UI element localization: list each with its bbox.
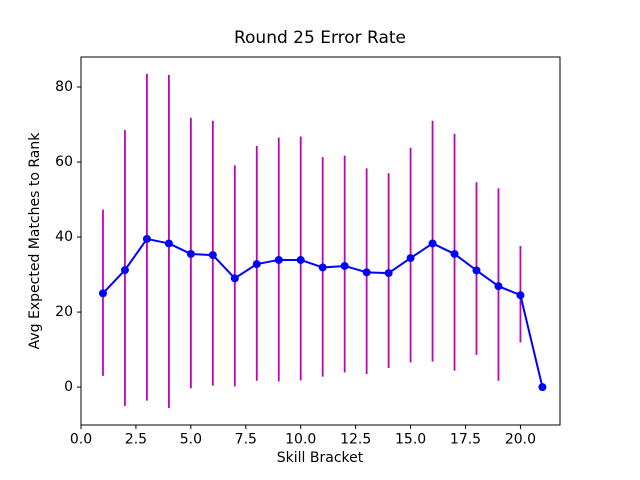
x-tick-label: 7.5: [235, 432, 257, 448]
data-point-marker: [516, 291, 525, 300]
x-tick-label: 2.5: [125, 432, 147, 448]
plot-border: [80, 56, 561, 426]
y-tick-label: 60: [55, 154, 73, 170]
chart-title: Round 25 Error Rate: [233, 28, 407, 48]
x-tick-label: 20.0: [505, 432, 536, 448]
data-point-marker: [494, 282, 503, 291]
data-point-marker: [120, 266, 129, 275]
data-point-marker: [450, 249, 459, 258]
data-point-marker: [340, 261, 349, 270]
data-point-marker: [538, 383, 547, 392]
data-point-marker: [296, 255, 305, 264]
y-tick-label: 80: [55, 79, 73, 95]
x-tick-label: 15.0: [395, 432, 426, 448]
x-axis-label: Skill Bracket: [276, 450, 364, 466]
data-point-marker: [208, 251, 217, 260]
data-point-marker: [362, 268, 371, 277]
y-tick-label: 0: [64, 379, 73, 395]
data-point-marker: [384, 269, 393, 278]
data-point-marker: [252, 260, 261, 269]
data-point-marker: [318, 263, 327, 272]
data-point-marker: [98, 289, 107, 298]
data-point-marker: [142, 234, 151, 243]
data-point-marker: [406, 254, 415, 263]
data-point-marker: [274, 255, 283, 264]
y-tick-label: 40: [55, 229, 73, 245]
x-tick-label: 12.5: [340, 432, 371, 448]
x-tick-label: 10.0: [285, 432, 316, 448]
x-tick-label: 0.0: [70, 432, 92, 448]
x-tick-label: 17.5: [450, 432, 481, 448]
x-tick-label: 5.0: [180, 432, 202, 448]
data-point-marker: [428, 239, 437, 248]
y-tick-label: 20: [55, 304, 73, 320]
data-point-marker: [164, 239, 173, 248]
data-point-marker: [472, 266, 481, 275]
data-point-marker: [230, 274, 239, 283]
data-point-marker: [186, 249, 195, 258]
